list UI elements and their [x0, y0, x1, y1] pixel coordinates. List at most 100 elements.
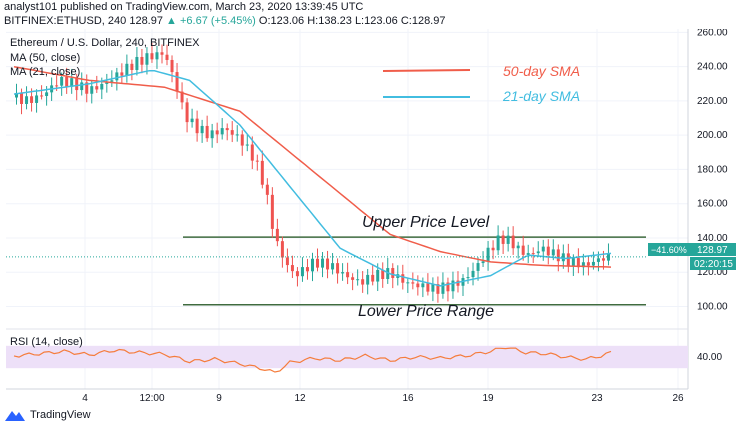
high-label: H:138.23	[307, 15, 352, 27]
candle-body	[135, 56, 139, 70]
candle-body	[85, 82, 89, 94]
candle-body	[180, 91, 184, 103]
candle-body	[125, 63, 129, 76]
candle-body	[316, 258, 320, 268]
candle-body	[421, 283, 425, 288]
rsi-tick: 40.00	[697, 352, 722, 363]
publish-line: analyst101 published on TradingView.com,…	[4, 1, 364, 13]
candle-body	[516, 245, 520, 249]
candle-body	[436, 284, 440, 294]
candle-body	[596, 258, 600, 262]
candle-body	[120, 72, 124, 76]
candle-body	[456, 280, 460, 286]
candle-body	[225, 128, 229, 131]
rsi-line	[13, 347, 612, 373]
candle-body	[115, 72, 119, 81]
price-axis: 260.00 240.00 220.00 200.00 180.00 160.00 140.…	[687, 29, 728, 389]
candle-body	[556, 249, 560, 262]
candle-body	[205, 125, 209, 139]
candle-body	[511, 235, 515, 249]
candle-body	[601, 258, 605, 261]
brand-label: TradingView	[30, 409, 91, 421]
candle-body	[481, 261, 485, 264]
chart-title: Ethereum / U.S. Dollar, 240, BITFINEX	[10, 37, 200, 49]
candle-body	[526, 253, 530, 255]
last-price-label: 128.97	[129, 15, 163, 27]
candle-body	[60, 76, 64, 86]
candle-body	[476, 263, 480, 271]
candle-body	[466, 277, 470, 279]
candle-body	[571, 258, 575, 266]
candle-body	[285, 257, 289, 266]
candle-body	[260, 160, 264, 185]
candle-body	[265, 184, 269, 195]
candle-body	[75, 78, 79, 91]
time-tick-label: 23	[591, 393, 603, 404]
candle-body	[486, 247, 490, 262]
price-tick-label: 220.00	[697, 96, 728, 107]
candle-body	[220, 128, 224, 135]
candle-body	[321, 258, 325, 268]
candle-body	[576, 258, 580, 268]
candle-body	[326, 258, 330, 270]
timer-badge-text: 02:20:15	[694, 259, 733, 270]
ma50-legend: MA (50, close)	[10, 52, 80, 64]
lower-level-label: Lower Price Range	[358, 303, 494, 320]
low-label: L:123.06	[354, 15, 398, 27]
candle-body	[45, 92, 49, 96]
candle-body	[591, 261, 595, 266]
candle-body	[140, 56, 144, 65]
candle-body	[155, 52, 159, 60]
candle-body	[240, 134, 244, 146]
candle-body	[295, 271, 299, 277]
candle-body	[496, 235, 500, 251]
price-tick-label: 160.00	[697, 199, 728, 210]
price-tick-label: 140.00	[697, 233, 728, 244]
ohlc-line: BITFINEX:ETHUSD, 240 128.97 ▲ +6.67 (+5.…	[4, 14, 736, 28]
candle-body	[546, 246, 550, 256]
candle-body	[351, 277, 355, 280]
candle-body	[356, 279, 360, 281]
time-tick-label: 4	[82, 393, 88, 404]
candle-body	[100, 83, 104, 90]
candle-body	[35, 95, 39, 103]
candle-body	[346, 272, 350, 278]
candle-body	[145, 53, 149, 65]
candle-body	[270, 194, 274, 229]
candles	[15, 42, 610, 303]
candle-body	[90, 86, 94, 94]
ma50-line	[13, 65, 612, 268]
candle-body	[95, 86, 99, 90]
time-tick-label: 19	[482, 393, 494, 404]
candle-body	[411, 282, 415, 284]
price-tick-label: 120.00	[697, 267, 728, 278]
candle-body	[506, 235, 510, 244]
candle-body	[521, 245, 525, 255]
time-axis: 4 12:00 9 12 16 19 23 26	[6, 388, 688, 404]
candle-body	[310, 258, 314, 272]
price-badge	[690, 243, 736, 256]
candle-body	[491, 247, 495, 251]
tradingview-brand[interactable]: TradingView	[4, 408, 91, 422]
candle-body	[20, 92, 24, 104]
candle-body	[446, 282, 450, 292]
price-tick-label: 100.00	[697, 301, 728, 312]
candle-body	[275, 228, 279, 242]
candle-body	[541, 246, 545, 252]
price-chart[interactable]: 260.00 240.00 220.00 200.00 180.00 160.00 140.…	[0, 29, 740, 407]
candle-body	[391, 268, 395, 278]
candle-body	[250, 144, 254, 161]
candle-body	[160, 52, 164, 55]
candle-body	[471, 270, 475, 278]
candle-body	[215, 130, 219, 135]
candle-body	[110, 80, 114, 82]
candle-body	[230, 130, 234, 135]
candle-body	[255, 160, 259, 162]
candle-body	[305, 267, 309, 272]
candle-body	[451, 280, 455, 292]
candle-body	[185, 102, 189, 123]
candle-body	[105, 81, 109, 84]
candle-body	[30, 96, 34, 103]
candle-body	[381, 269, 385, 279]
percent-badge-text: −41.60%	[651, 245, 687, 255]
